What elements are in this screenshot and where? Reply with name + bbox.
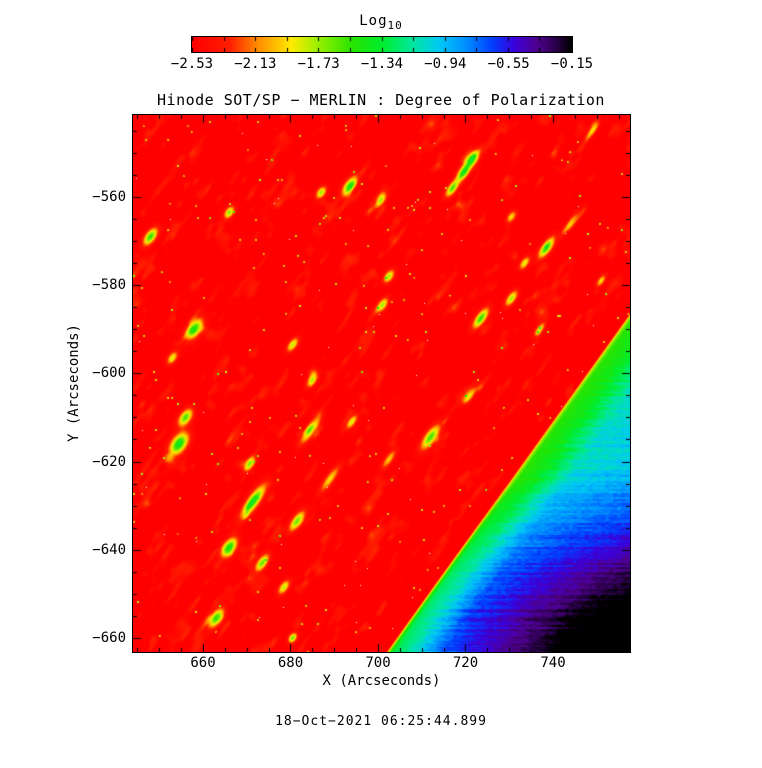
colorbar-tick-label: −0.94 xyxy=(424,56,467,72)
colorbar-gradient xyxy=(192,37,572,52)
colorbar-tick-label: −0.55 xyxy=(487,56,530,72)
y-tick-label: −660 xyxy=(92,629,126,646)
x-tick-label: 700 xyxy=(365,655,391,671)
y-tick-label: −580 xyxy=(92,277,126,294)
plot-title: Hinode SOT/SP − MERLIN : Degree of Polar… xyxy=(157,91,605,109)
y-tick-label: −640 xyxy=(92,541,126,558)
y-tick-label: −600 xyxy=(92,365,126,382)
colorbar-title: Log10 xyxy=(0,13,762,32)
x-tick-label: 720 xyxy=(452,655,479,671)
colorbar-tick-label: −0.15 xyxy=(550,56,594,72)
colorbar-tick-label: −1.73 xyxy=(297,56,340,72)
x-tick-label: 740 xyxy=(540,655,566,671)
x-axis-label: X (Arcseconds) xyxy=(322,673,441,689)
heatmap-frame xyxy=(132,114,631,653)
colorbar-title-base: Log xyxy=(359,13,388,29)
x-tick-label: 660 xyxy=(190,655,216,671)
colorbar-tick-label: −2.53 xyxy=(170,56,214,72)
colorbar-tick-label: −1.34 xyxy=(360,56,404,72)
polarization-heatmap xyxy=(133,115,630,652)
y-tick-label: −560 xyxy=(92,189,126,205)
y-tick-label: −620 xyxy=(92,453,126,470)
y-axis-label: Y (Arcseconds) xyxy=(66,324,82,443)
colorbar xyxy=(191,36,573,53)
colorbar-title-subscript: 10 xyxy=(387,18,403,32)
x-tick-label: 680 xyxy=(277,655,304,671)
colorbar-tick-label: −2.13 xyxy=(234,56,277,72)
observation-timestamp: 18−Oct−2021 06:25:44.899 xyxy=(275,714,487,729)
